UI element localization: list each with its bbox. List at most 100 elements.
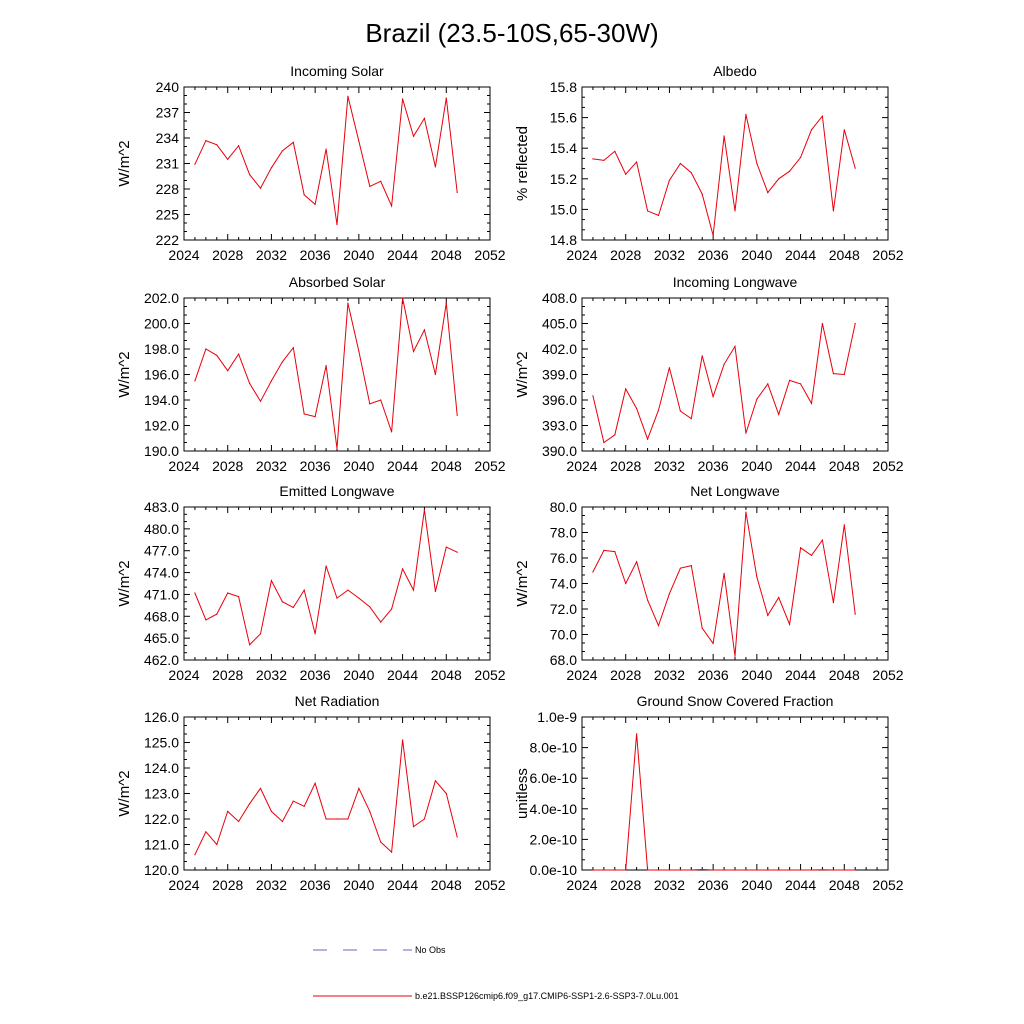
- data-point: [789, 869, 791, 871]
- y-axis-label: W/m^2: [116, 560, 133, 606]
- x-tick-label: 2036: [698, 247, 729, 263]
- data-point: [592, 571, 594, 573]
- x-tick-label: 2044: [785, 877, 816, 893]
- x-tick-label: 2052: [872, 667, 903, 683]
- series-line-0: [592, 512, 856, 657]
- x-tick-label: 2048: [431, 667, 462, 683]
- data-point: [249, 803, 251, 805]
- x-tick-label: 2044: [387, 247, 418, 263]
- data-point: [434, 166, 436, 168]
- y-tick-label: 74.0: [550, 576, 577, 592]
- data-point: [723, 363, 725, 365]
- data-point: [767, 869, 769, 871]
- y-axis-label: W/m^2: [116, 770, 133, 816]
- y-tick-label: 121.0: [144, 837, 179, 853]
- data-point: [194, 380, 196, 382]
- x-tick-label: 2036: [698, 667, 729, 683]
- series-line-0: [592, 114, 856, 236]
- x-tick-label: 2028: [610, 667, 641, 683]
- data-point: [679, 567, 682, 569]
- x-tick-label: 2044: [785, 458, 816, 474]
- x-tick-label: 2048: [829, 667, 860, 683]
- data-point: [369, 185, 371, 187]
- panel-2: Absorbed Solar W/m^2 2024 2028 2032 2036 2040 2…: [116, 274, 506, 474]
- series-line-0: [194, 509, 458, 646]
- legend-label-model: b.e21.BSSP126cmip6.f09_g17.CMIP6-SSP1-2.…: [415, 991, 679, 1001]
- data-point: [821, 869, 824, 871]
- data-point: [391, 851, 393, 853]
- data-point: [358, 597, 360, 599]
- x-tick-label: 2044: [387, 667, 418, 683]
- plot-frame: [183, 506, 491, 661]
- y-tick-label: 231: [156, 156, 180, 172]
- panel-title: Ground Snow Covered Fraction: [637, 693, 834, 709]
- data-point: [668, 367, 671, 369]
- y-tick-label: 126.0: [144, 709, 179, 725]
- data-point: [325, 818, 327, 820]
- x-tick-label: 2044: [785, 667, 816, 683]
- x-tick-label: 2048: [431, 877, 462, 893]
- y-tick-label: 240: [156, 79, 180, 95]
- panel-title: Incoming Solar: [290, 63, 384, 79]
- x-tick-label: 2052: [872, 877, 903, 893]
- y-tick-label: 124.0: [144, 760, 179, 776]
- data-point: [636, 161, 638, 163]
- x-tick-label: 2044: [785, 247, 816, 263]
- data-point: [391, 608, 393, 610]
- x-tick-label: 2024: [168, 667, 199, 683]
- y-tick-label: 237: [156, 105, 180, 121]
- data-point: [380, 841, 382, 843]
- x-tick-label: 2028: [212, 247, 243, 263]
- x-tick-label: 2052: [474, 247, 505, 263]
- data-point: [238, 353, 240, 355]
- data-point: [701, 193, 703, 195]
- y-tick-label: 70.0: [550, 627, 577, 643]
- data-point: [358, 350, 360, 353]
- data-point: [592, 869, 594, 871]
- series-line-0: [194, 96, 458, 225]
- panel-1: Albedo % reflected 2024 2028 2032 2036 2040 204…: [514, 63, 904, 263]
- data-point: [734, 869, 736, 871]
- data-point: [679, 410, 682, 412]
- data-point: [445, 792, 447, 795]
- data-point: [216, 613, 218, 615]
- data-point: [701, 627, 703, 629]
- x-tick-label: 2048: [431, 458, 462, 474]
- data-point: [712, 234, 714, 236]
- y-tick-label: 228: [156, 181, 180, 197]
- data-point: [205, 348, 207, 350]
- x-tick-label: 2040: [741, 667, 772, 683]
- data-point: [767, 383, 769, 385]
- data-point: [832, 210, 835, 212]
- data-point: [778, 178, 780, 180]
- x-tick-label: 2048: [829, 877, 860, 893]
- data-point: [314, 782, 316, 784]
- y-tick-label: 4.0e-10: [530, 801, 578, 817]
- x-tick-label: 2032: [256, 877, 287, 893]
- data-point: [843, 373, 845, 376]
- data-point: [281, 820, 283, 823]
- y-axis-label: W/m^2: [116, 351, 133, 397]
- data-point: [303, 194, 305, 196]
- x-tick-label: 2032: [256, 458, 287, 474]
- data-point: [810, 129, 813, 131]
- y-tick-label: 396.0: [542, 392, 577, 408]
- y-tick-label: 68.0: [550, 652, 577, 668]
- y-tick-label: 0.0e-10: [530, 862, 578, 878]
- x-tick-label: 2032: [654, 667, 685, 683]
- data-point: [854, 613, 856, 615]
- data-point: [625, 173, 627, 175]
- x-tick-label: 2024: [566, 667, 597, 683]
- series-line-0: [194, 739, 458, 855]
- data-point: [259, 787, 262, 790]
- data-point: [402, 568, 404, 570]
- plot-frame: [183, 297, 491, 452]
- x-tick-label: 2028: [212, 458, 243, 474]
- data-point: [369, 403, 371, 405]
- data-point: [843, 129, 845, 131]
- data-point: [402, 297, 404, 299]
- x-tick-label: 2032: [654, 247, 685, 263]
- y-tick-label: 462.0: [144, 652, 179, 668]
- x-tick-label: 2024: [566, 877, 597, 893]
- data-point: [259, 187, 262, 189]
